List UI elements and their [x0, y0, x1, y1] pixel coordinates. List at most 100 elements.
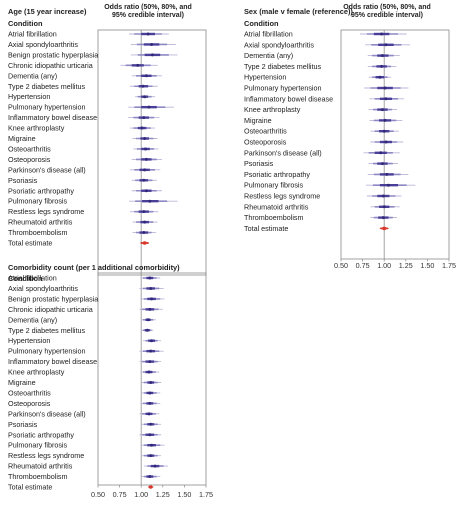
x-tick-label: 1.00 [377, 261, 391, 270]
condition-label: Knee arthroplasty [8, 124, 65, 133]
estimate-point [149, 422, 153, 426]
total-estimate-point [148, 485, 153, 489]
estimate-point [380, 162, 384, 166]
x-tick-label: 0.50 [334, 261, 348, 270]
condition-label: Inflammatory bowel disease [8, 357, 97, 366]
estimate-point [381, 216, 385, 220]
effect-header-line: 95% credible interval) [112, 12, 184, 19]
condition-label: Osteoarthritis [8, 144, 51, 153]
estimate-point [144, 147, 148, 151]
estimate-point [143, 95, 147, 99]
estimate-point [144, 157, 148, 161]
panel-title: Comorbidity count (per 1 additional como… [8, 263, 180, 272]
condition-label: Benign prostatic hyperplasia [8, 50, 98, 59]
condition-label: Parkinson's disease (all) [8, 409, 86, 418]
x-tick-label: 0.75 [113, 490, 127, 499]
estimate-point [147, 412, 151, 416]
estimate-point [380, 32, 384, 36]
estimate-point [141, 84, 145, 88]
condition-label: Migraine [8, 378, 36, 387]
condition-label: Axial spondyloarthritis [8, 284, 78, 293]
x-tick-label: 0.50 [91, 490, 105, 499]
condition-label: Dementia (any) [8, 71, 57, 80]
condition-label: Restless legs syndrome [8, 207, 84, 216]
estimate-point [148, 401, 152, 405]
condition-label: Knee arthroplasty [8, 368, 65, 377]
panel-frame [97, 272, 207, 486]
condition-label: Osteoporosis [244, 138, 287, 147]
estimate-point [384, 43, 388, 47]
estimate-point [143, 168, 147, 172]
condition-label: Axial spondyloarthritis [8, 40, 78, 49]
estimate-point [380, 108, 384, 112]
estimate-point [383, 118, 387, 122]
estimate-point [380, 54, 384, 58]
condition-label: Pulmonary fibrosis [8, 197, 68, 206]
condition-label: Thromboembolism [8, 228, 68, 237]
condition-label: Pulmonary fibrosis [244, 181, 304, 190]
condition-label: Migraine [8, 134, 36, 143]
effect-header-line: Odds ratio (50%, 80%, and [104, 4, 192, 11]
estimate-point [381, 194, 385, 198]
total-estimate-point [142, 241, 147, 245]
estimate-point [142, 231, 146, 235]
estimate-point [148, 433, 152, 437]
condition-label: Pulmonary hypertension [244, 84, 322, 93]
estimate-point [149, 381, 153, 384]
condition-label: Hypertension [8, 92, 50, 101]
condition-label: Psoriatic arthropathy [8, 430, 74, 439]
estimate-point [144, 74, 148, 78]
condition-label: Parkinson's disease (all) [8, 165, 86, 174]
x-tick-label: 1.75 [199, 490, 213, 499]
estimate-point [150, 339, 154, 343]
estimate-point [145, 328, 149, 332]
estimate-point [148, 199, 152, 203]
condition-label: Dementia (any) [244, 51, 293, 60]
estimate-point [142, 178, 146, 182]
estimate-point [147, 370, 151, 374]
condition-label: Total estimate [8, 483, 52, 492]
x-tick-label: 1.50 [420, 261, 434, 270]
effect-header: Odds ratio (50%, 80%, and 95% credible in… [343, 4, 431, 19]
panel-frame [340, 29, 450, 260]
condition-label: Thromboembolism [8, 472, 68, 481]
estimate-point [150, 297, 154, 301]
condition-label: Migraine [244, 116, 272, 125]
x-tick-label: 0.75 [356, 261, 370, 270]
condition-label: Psoriatic arthropathy [8, 186, 74, 195]
estimate-point [146, 32, 150, 36]
estimate-point [387, 183, 391, 187]
condition-label: Psoriasis [8, 176, 38, 185]
condition-label: Parkinson's disease (all) [244, 148, 322, 157]
x-tick-label: 1.25 [399, 261, 413, 270]
condition-label: Chronic idiopathic urticaria [8, 61, 93, 70]
estimate-point [147, 105, 151, 109]
effect-header: Odds ratio (50%, 80%, and 95% credible in… [104, 4, 192, 19]
condition-label: Osteoarthritis [8, 388, 51, 397]
condition-label: Total estimate [244, 224, 288, 233]
estimate-point [143, 137, 147, 140]
condition-label: Hypertension [244, 73, 286, 82]
estimate-point [150, 443, 154, 447]
condition-label: Type 2 diabetes mellitus [244, 62, 322, 71]
estimate-point [142, 116, 146, 120]
condition-label: Inflammatory bowel disease [8, 113, 97, 122]
condition-label: Atrial fibrillation [244, 30, 293, 39]
estimate-point [379, 151, 383, 155]
condition-header: Condition [244, 19, 279, 28]
condition-label: Type 2 diabetes mellitus [8, 82, 86, 91]
estimate-point [140, 126, 144, 130]
estimate-point [384, 97, 388, 101]
estimate-point [148, 276, 152, 280]
estimate-point [142, 210, 146, 214]
estimate-point [382, 205, 386, 209]
condition-label: Pulmonary hypertension [8, 103, 86, 112]
estimate-point [380, 64, 384, 68]
x-tick-label: 1.00 [134, 490, 148, 499]
estimate-point [148, 360, 152, 364]
condition-label: Atrial fibrillation [8, 274, 57, 283]
estimate-point [385, 172, 389, 176]
condition-label: Knee arthroplasty [244, 105, 301, 114]
panel-title: Sex (male v female (reference)) [244, 7, 353, 16]
